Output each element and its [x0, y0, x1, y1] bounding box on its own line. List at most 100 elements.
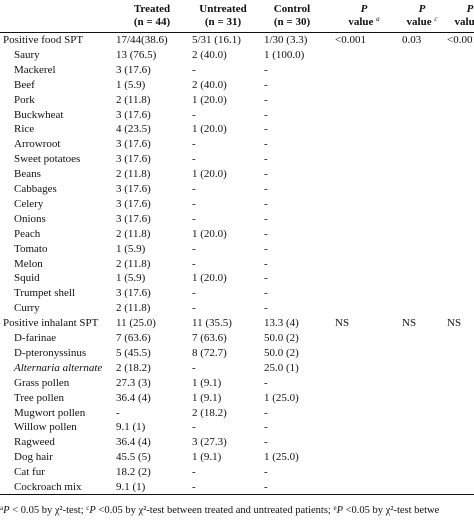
cell-treated: 5 (45.5) [116, 346, 151, 359]
cell-treated: 27.3 (3) [116, 376, 151, 389]
footnote-text-3: <0.05 by χ²-test betwe [342, 505, 440, 516]
table-row: Beef 1 (5.9) 2 (40.0) - [0, 77, 474, 94]
header-value-label: value [454, 16, 474, 28]
table-row: Melon 2 (11.8) - - [0, 256, 474, 273]
table-row: D-pteronyssinus 5 (45.5) 8 (72.7) 50.0 (2) [0, 345, 474, 362]
cell-treated: 3 (17.6) [116, 212, 151, 225]
header-value-label: value [348, 16, 374, 28]
header-sup-c: c [434, 15, 438, 23]
cell-p-value-a: NS [335, 317, 350, 330]
cell-treated: 3 (17.6) [116, 138, 151, 151]
row-label: Sweet potatoes [14, 153, 81, 166]
cell-untreated: - [192, 361, 196, 374]
row-label: Onions [14, 212, 46, 225]
cell-untreated: 1 (20.0) [192, 123, 227, 136]
cell-control: - [264, 93, 268, 106]
cell-treated: 3 (17.6) [116, 63, 151, 76]
table-row: Pork 2 (11.8) 1 (20.0) - [0, 92, 474, 109]
cell-control: 13.3 (4) [264, 317, 299, 330]
cell-untreated: - [192, 108, 196, 121]
cell-control: - [264, 123, 268, 136]
header-p-symbol: P [418, 3, 426, 15]
cell-control: - [264, 481, 268, 493]
row-label: Cabbages [14, 183, 57, 195]
cell-treated: 45.5 (5) [116, 451, 151, 464]
header-treated: Treated (n = 44) [116, 3, 188, 29]
cell-control: 1/30 (3.3) [264, 34, 308, 46]
header-p-value-c: P value c [392, 3, 452, 29]
cell-untreated: 1 (20.0) [192, 93, 227, 106]
cell-treated: - [116, 406, 120, 419]
cell-control: - [264, 421, 268, 434]
header-treated-n: (n = 44) [133, 16, 171, 28]
table-row: Ragweed 36.4 (4) 3 (27.3) - [0, 434, 474, 451]
cell-untreated: 2 (40.0) [192, 78, 227, 91]
cell-control: 1 (25.0) [264, 451, 299, 464]
footnote-p-symbol: P [89, 505, 96, 516]
cell-control: 50.0 (2) [264, 332, 299, 344]
cell-treated: 3 (17.6) [116, 153, 151, 166]
cell-control: 25.0 (1) [264, 361, 299, 374]
cell-p-value-a: <0.001 [335, 34, 366, 46]
table-row: Peach 2 (11.8) 1 (20.0) - [0, 226, 474, 243]
row-label: Melon [14, 257, 43, 270]
table-row: Cockroach mix 9.1 (1) - - [0, 479, 474, 496]
header-control-n: (n = 30) [273, 16, 311, 28]
cell-control: - [264, 227, 268, 240]
cell-treated: 1 (5.9) [116, 78, 146, 91]
cell-treated: 3 (17.6) [116, 197, 151, 210]
table-row: Tree pollen 36.4 (4) 1 (9.1) 1 (25.0) [0, 390, 474, 407]
header-untreated: Untreated (n = 31) [184, 3, 262, 29]
row-label: Positive food SPT [3, 34, 84, 46]
cell-treated: 11 (25.0) [116, 317, 156, 330]
cell-control: - [264, 466, 268, 479]
cell-treated: 18.2 (2) [116, 466, 151, 479]
table-row: Tomato 1 (5.9) - - [0, 241, 474, 258]
cell-untreated: 1 (20.0) [192, 227, 227, 240]
table-row: Mackerel 3 (17.6) - - [0, 62, 474, 79]
cell-p-value-c: NS [402, 317, 417, 330]
row-label: Positive inhalant SPT [3, 317, 99, 330]
table-row: Willow pollen 9.1 (1) - - [0, 419, 474, 436]
cell-control: - [264, 197, 268, 210]
cell-untreated: - [192, 421, 196, 434]
row-label: Celery [14, 197, 44, 210]
table-row: Beans 2 (11.8) 1 (20.0) - [0, 166, 474, 183]
cell-untreated: - [192, 153, 196, 166]
cell-treated: 2 (11.8) [116, 302, 151, 315]
cell-untreated: 5/31 (16.1) [192, 34, 241, 46]
footnote-sup-c: c [86, 504, 90, 512]
cell-untreated: - [192, 212, 196, 225]
row-label: Ragweed [14, 436, 55, 449]
table-row: Squid 1 (5.9) 1 (20.0) - [0, 270, 474, 287]
header-treated-label: Treated [133, 3, 171, 15]
table-header: Treated (n = 44) Untreated (n = 31) Cont… [0, 0, 474, 31]
row-label: Tomato [14, 242, 48, 255]
row-label: Pork [14, 93, 35, 106]
cell-treated: 9.1 (1) [116, 481, 146, 493]
footnote-text-2: <0.05 by χ²-test between treated and unt… [95, 505, 334, 516]
header-control-label: Control [273, 3, 311, 15]
table-footnote: aP < 0.05 by χ²-test; cP <0.05 by χ²-tes… [0, 504, 474, 518]
header-sup-a: a [376, 15, 380, 23]
table-row: Cat fur 18.2 (2) - - [0, 464, 474, 481]
cell-control: - [264, 257, 268, 270]
header-p-symbol: P [466, 3, 474, 15]
row-label: Squid [14, 272, 40, 285]
row-label: D-pteronyssinus [14, 346, 87, 359]
table-row: Trumpet shell 3 (17.6) - - [0, 285, 474, 302]
table-row: Onions 3 (17.6) - - [0, 211, 474, 228]
cell-control: - [264, 406, 268, 419]
cell-control: - [264, 436, 268, 449]
cell-control: - [264, 212, 268, 225]
cell-control: - [264, 376, 268, 389]
cell-untreated: 1 (20.0) [192, 272, 227, 285]
cell-control: 1 (25.0) [264, 391, 299, 404]
footnote-p-symbol: P [336, 505, 343, 516]
header-rule [0, 32, 474, 33]
cell-control: - [264, 138, 268, 151]
row-label: Willow pollen [14, 421, 77, 434]
cell-treated: 1 (5.9) [116, 272, 146, 285]
table-row: Alternaria alternate 2 (18.2) - 25.0 (1) [0, 360, 474, 377]
cell-treated: 2 (11.8) [116, 227, 151, 240]
